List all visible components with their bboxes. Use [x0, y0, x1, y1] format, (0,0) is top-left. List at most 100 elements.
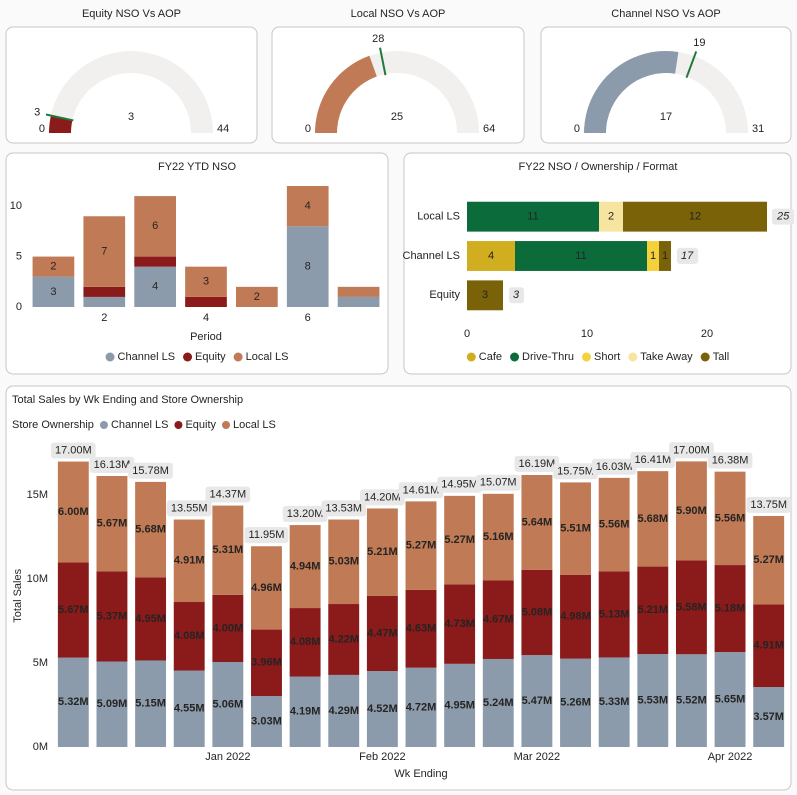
- legend-label: Local LS: [246, 351, 289, 363]
- gauge-min-label: 0: [305, 123, 311, 135]
- bar-segment: [598, 571, 630, 658]
- bar-segment: [714, 471, 746, 566]
- segment-label: 5.08M: [522, 606, 553, 618]
- legend-label: Cafe: [479, 351, 502, 363]
- segment-label: 5.06M: [213, 698, 244, 710]
- segment-label: 5.65M: [715, 693, 746, 705]
- x-tick-label: 6: [305, 312, 311, 324]
- gauge-value-label: 3: [128, 111, 134, 123]
- bar-segment: [83, 286, 126, 297]
- y-axis-title: Total Sales: [12, 568, 24, 622]
- bar-segment: [96, 661, 128, 747]
- bar-segment: [647, 241, 659, 271]
- x-tick-label: Jan 2022: [205, 751, 250, 763]
- bar-segment: [637, 471, 669, 567]
- total-label-bg: [244, 527, 289, 544]
- segment-label: 3: [50, 286, 56, 298]
- total-label: 16.13M: [94, 459, 131, 471]
- segment-label: 5.13M: [599, 608, 630, 620]
- total-label: 17.00M: [55, 444, 92, 456]
- chart-title: Local NSO Vs AOP: [351, 8, 446, 20]
- bar-segment: [289, 608, 321, 677]
- segment-label: 4.29M: [328, 705, 359, 717]
- segment-label: 4.47M: [367, 627, 398, 639]
- segment-label: 4: [152, 281, 158, 293]
- y-tick-label: 15M: [27, 489, 48, 501]
- total-label: 11.95M: [249, 529, 285, 541]
- bar-segment: [714, 565, 746, 653]
- total-label: 14.61M: [403, 484, 440, 496]
- x-tick-label: 4: [203, 312, 209, 324]
- segment-label: 4.00M: [213, 622, 244, 634]
- segment-label: 5.58M: [676, 601, 707, 613]
- legend-marker: [700, 352, 710, 362]
- y-category-label: Channel LS: [403, 250, 461, 262]
- segment-label: 4.96M: [251, 582, 282, 594]
- bar-segment: [173, 602, 205, 671]
- segment-label: 5.33M: [599, 696, 630, 708]
- legend-marker: [105, 352, 115, 362]
- total-label-bg: [553, 463, 598, 480]
- y-tick-label: 5: [16, 250, 22, 262]
- segment-label: 4.67M: [483, 614, 514, 626]
- segment-label: 5.21M: [367, 546, 398, 558]
- total-label-bg: [321, 500, 367, 517]
- bar-segment: [366, 595, 398, 672]
- segment-label: 5.51M: [560, 523, 591, 535]
- total-label: 13.55M: [171, 502, 208, 514]
- segment-label: 4.95M: [444, 699, 475, 711]
- segment-label: 5.53M: [638, 694, 669, 706]
- y-category-label: Equity: [429, 289, 460, 301]
- bar-segment: [753, 604, 785, 688]
- total-label: 15.75M: [557, 465, 594, 477]
- segment-label: 5.67M: [97, 518, 128, 530]
- legend-label: Take Away: [640, 351, 693, 363]
- segment-label: 1: [650, 250, 656, 262]
- segment-label: 1: [662, 250, 668, 262]
- total-label: 25: [776, 211, 790, 223]
- gauge-min-label: 0: [39, 123, 45, 135]
- segment-label: 5.56M: [599, 518, 630, 530]
- total-label-bg: [50, 442, 96, 459]
- bar-segment: [57, 657, 89, 747]
- bar-segment: [467, 280, 503, 311]
- bar-segment: [560, 658, 591, 747]
- total-label-bg: [509, 287, 524, 304]
- y-tick-label: 0: [16, 301, 22, 313]
- bar-segment: [366, 671, 398, 747]
- bar-segment: [32, 256, 75, 277]
- segment-label: 4.08M: [174, 630, 205, 642]
- bar-segment: [560, 482, 591, 575]
- legend-marker: [628, 352, 638, 362]
- segment-label: 3.57M: [753, 711, 784, 723]
- y-tick-label: 5M: [33, 657, 48, 669]
- total-label: 16.03M: [596, 461, 633, 473]
- segment-label: 5.37M: [97, 610, 128, 622]
- segment-label: 4: [488, 250, 494, 262]
- segment-label: 4.19M: [290, 706, 321, 718]
- bar-segment: [467, 201, 599, 232]
- y-tick-label: 10: [10, 200, 22, 212]
- segment-label: 4.73M: [444, 618, 475, 630]
- segment-label: 5.64M: [522, 516, 553, 528]
- legend-label: Short: [594, 351, 620, 363]
- bar-segment: [659, 241, 671, 271]
- legend-label: Channel LS: [111, 419, 169, 431]
- segment-label: 8: [305, 261, 311, 273]
- legend-marker: [466, 352, 476, 362]
- x-axis-title: Wk Ending: [394, 768, 447, 780]
- bar-segment: [714, 652, 746, 747]
- total-label: 13.75M: [750, 499, 787, 511]
- legend-label: Equity: [195, 351, 226, 363]
- bar-segment: [289, 525, 321, 609]
- total-label: 16.41M: [634, 454, 671, 466]
- bar-segment: [212, 661, 244, 747]
- segment-label: 5.18M: [715, 602, 746, 614]
- gauge-max-label: 64: [483, 123, 495, 135]
- total-label: 14.20M: [364, 491, 401, 503]
- segment-label: 5.27M: [444, 534, 475, 546]
- segment-label: 5.27M: [753, 554, 784, 566]
- segment-label: 5.47M: [522, 695, 553, 707]
- gauge-target-label: 19: [693, 37, 705, 49]
